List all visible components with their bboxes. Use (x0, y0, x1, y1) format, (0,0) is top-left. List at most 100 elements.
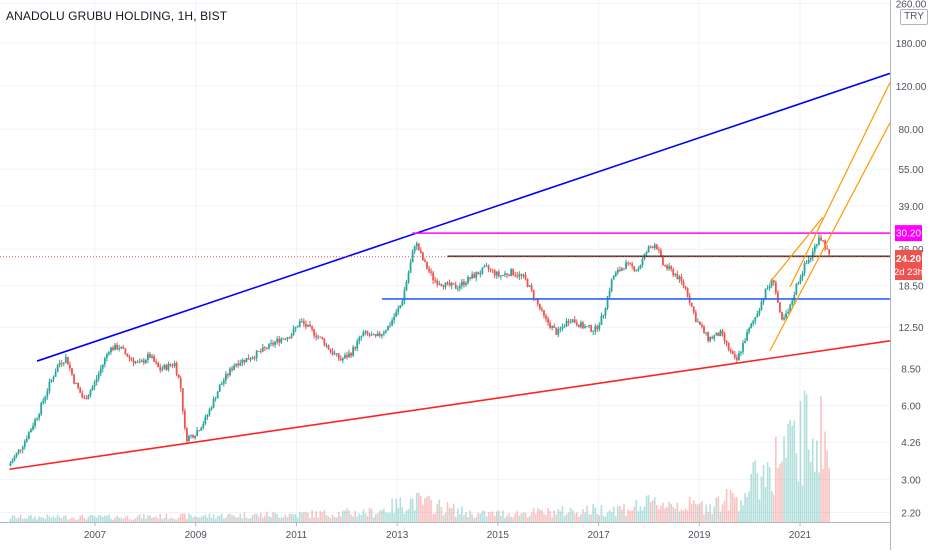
volume-bar (791, 425, 794, 522)
volume-bar (210, 517, 213, 522)
volume-bar (534, 514, 537, 522)
volume-bar (143, 513, 145, 522)
candle-body (426, 261, 428, 269)
volume-bar (284, 514, 287, 522)
candle-body (473, 274, 476, 278)
candle-body (772, 280, 775, 283)
candle-body (666, 265, 668, 269)
candle-body (325, 344, 328, 346)
candle-body (582, 322, 584, 329)
candle-body (89, 390, 92, 396)
volume-bar (196, 517, 198, 522)
candle-body (165, 365, 168, 370)
volume-bar (528, 515, 531, 522)
candle-body (136, 361, 139, 363)
volume-bar (149, 515, 151, 522)
candle-body (11, 460, 14, 464)
volume-bar (294, 514, 297, 522)
x-tick-label: 2007 (84, 530, 107, 541)
volume-bar (571, 510, 574, 522)
candle-body (787, 311, 790, 314)
candle-body (149, 354, 151, 358)
volume-bar (331, 514, 334, 522)
volume-bar (426, 496, 428, 522)
volume-bar (668, 501, 670, 522)
candle-body (292, 328, 295, 335)
resistance-trendline[interactable] (36, 72, 891, 362)
volume-bar (157, 518, 159, 522)
candle-body (50, 379, 53, 382)
currency-badge[interactable]: TRY (900, 9, 928, 25)
volume-bar (612, 506, 615, 522)
candle-body (770, 280, 773, 286)
candle-body (200, 427, 203, 431)
candle-body (545, 315, 547, 319)
candle-body (760, 301, 763, 310)
volume-bar (23, 518, 26, 522)
candle-body (569, 321, 572, 323)
candle-body (723, 333, 726, 341)
candle-body (781, 311, 783, 320)
volume-bar (596, 514, 599, 522)
candle-body (791, 300, 794, 305)
volume-bar (155, 516, 157, 522)
volume-bar (212, 514, 215, 522)
candle-body (300, 321, 303, 322)
support-trendline[interactable] (9, 340, 891, 471)
candle-body (147, 354, 149, 361)
volume-bar (651, 500, 654, 522)
candle-body (64, 356, 67, 363)
candle-body (284, 338, 287, 340)
volume-bar (506, 515, 508, 522)
volume-bar (395, 498, 398, 522)
candle-body (684, 286, 687, 288)
volume-bar (266, 511, 268, 522)
candle-body (815, 244, 818, 246)
candle-body (563, 326, 566, 328)
candle-body (532, 290, 535, 299)
volume-bar (132, 519, 135, 522)
volume-bar (772, 494, 775, 522)
volume-bar (627, 509, 629, 522)
candle-body (243, 359, 246, 363)
channel-trendline[interactable] (789, 82, 891, 288)
volume-bar (40, 517, 42, 522)
volume-bar (233, 515, 235, 522)
drawing-layer[interactable] (0, 72, 891, 471)
volume-bar (67, 519, 69, 522)
volume-bar (639, 506, 642, 522)
candle-body (93, 382, 96, 387)
candle-body (657, 249, 660, 251)
candle-body (797, 282, 800, 284)
y-tick-label: 18.50 (898, 281, 923, 292)
candle-body (307, 324, 309, 327)
candle-body (446, 282, 449, 284)
volume-bar (243, 512, 246, 522)
volume-bar (348, 510, 350, 522)
volume-bar (374, 514, 377, 522)
volume-bar (417, 492, 420, 522)
candle-body (795, 283, 798, 295)
candle-body (220, 383, 223, 385)
volume-bar (662, 502, 664, 522)
channel-trendline[interactable] (769, 217, 824, 283)
candle-body (627, 262, 629, 264)
candle-body (577, 324, 580, 328)
candle-body (161, 368, 164, 371)
volume-bar (245, 517, 248, 522)
volume-bar (602, 515, 605, 522)
candle-body (508, 274, 510, 276)
volume-bar (750, 473, 753, 522)
candle-body (475, 272, 478, 278)
candle-body (419, 250, 422, 253)
volume-bar (733, 497, 736, 522)
channel-trendline[interactable] (769, 122, 891, 352)
candle-body (746, 331, 749, 341)
volume-bar (161, 519, 164, 522)
candle-body (768, 285, 771, 288)
volume-bar (674, 508, 677, 522)
volume-bar (641, 510, 644, 522)
candle-body (606, 296, 609, 309)
volume-bar (487, 512, 490, 522)
